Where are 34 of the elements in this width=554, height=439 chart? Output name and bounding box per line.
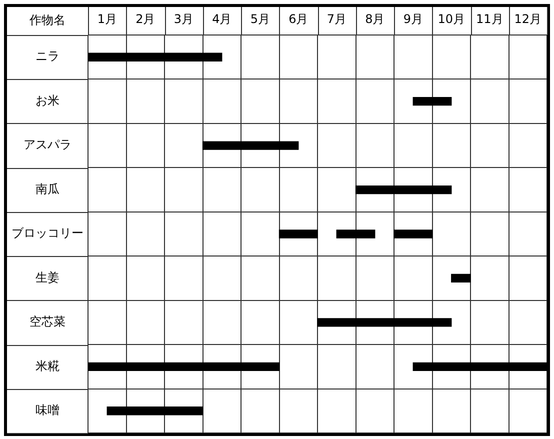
x-tick-label: 12月 [514, 12, 542, 26]
y-tick-label: 米糀 [36, 358, 60, 373]
x-tick-label: 6月 [288, 12, 308, 26]
y-tick-label: ブロッコリー [12, 226, 84, 240]
y-tick-label: お米 [36, 93, 60, 108]
x-tick-label: 10月 [438, 12, 466, 26]
y-axis-title: 作物名 [28, 13, 66, 28]
y-tick-label: 生姜 [36, 270, 60, 284]
x-tick-label: 2月 [136, 12, 156, 26]
bar [317, 318, 452, 327]
bar [106, 406, 204, 416]
x-tick-label: 4月 [212, 12, 232, 26]
x-tick-label: 7月 [326, 12, 346, 26]
y-tick-label: アスパラ [24, 138, 72, 152]
bar [355, 185, 452, 194]
bar [412, 362, 547, 371]
bar [88, 362, 280, 371]
x-tick-label: 8月 [365, 12, 385, 26]
bar [202, 141, 299, 150]
bar [412, 97, 452, 106]
y-tick-label: 南瓜 [36, 182, 60, 196]
bar [88, 52, 222, 62]
y-tick-label: 空芯菜 [30, 314, 66, 329]
x-tick-label: 3月 [174, 12, 194, 26]
x-tick-label: 1月 [97, 12, 117, 26]
x-tick-label: 11月 [476, 12, 504, 26]
y-tick-label: ニラ [36, 49, 60, 64]
bar [394, 230, 433, 238]
x-tick-label: 5月 [250, 12, 270, 26]
bar [336, 230, 376, 238]
bar [278, 230, 318, 238]
y-tick-label: 味噌 [36, 403, 60, 418]
x-tick-label: 9月 [403, 12, 423, 26]
bar [451, 274, 471, 283]
